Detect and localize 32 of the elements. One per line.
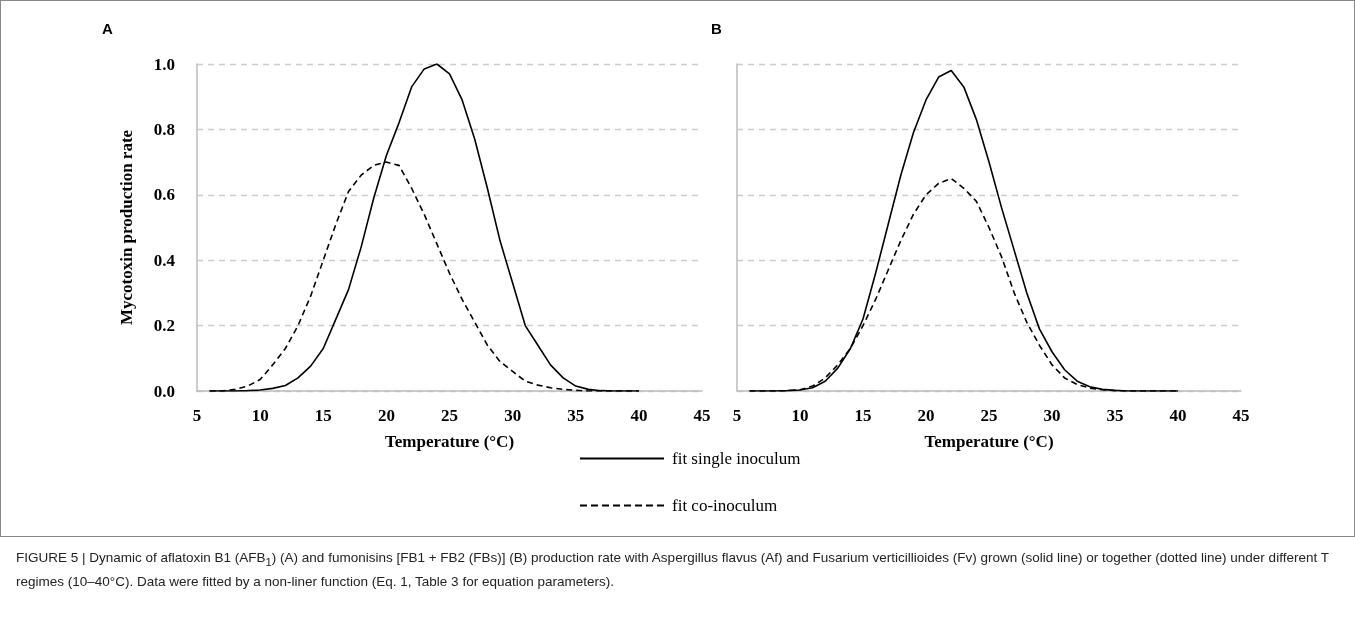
- x-tick-label: 10: [791, 406, 809, 425]
- x-tick-label: 45: [1232, 406, 1250, 425]
- x-tick-label: 35: [1106, 406, 1124, 425]
- chart-title: B: [711, 20, 722, 37]
- legend-label: fit co-inoculum: [672, 496, 778, 515]
- x-tick-label: 20: [377, 406, 395, 425]
- y-tick-label: 0.2: [153, 316, 175, 336]
- y-tick-label: 0.6: [153, 185, 175, 205]
- x-tick-label: 15: [314, 406, 332, 425]
- x-tick-label: 40: [1169, 406, 1187, 425]
- x-tick-label: 35: [567, 406, 585, 425]
- legend-label: fit single inoculum: [672, 449, 801, 468]
- chart-title: A: [102, 20, 113, 37]
- caption: FIGURE 5 | Dynamic of aflatoxin B1 (AFB$_{1}$) (A) and fumonisins [FB1 + FB2 (FBs)] (B) production rate with Aspergillus flavus (Af) and Fusarium verticillioides (Fv) grown (solid line) or together (dotted line) under different T regimes (10–40°C). Data were fitted by a non-liner function (Eq. 1, Table 3 for equation parameters).: [16, 549, 1330, 591]
- x-axis-title: Temperature (°C): [924, 432, 1054, 451]
- x-tick-label: 25: [980, 406, 998, 425]
- y-tick-label: 0.8: [153, 119, 175, 139]
- x-tick-label: 40: [630, 406, 648, 425]
- x-tick-label: 10: [251, 406, 269, 425]
- y-axis-title: Mycotoxin production rate: [117, 129, 136, 326]
- x-tick-label: 25: [441, 406, 458, 425]
- x-tick-label: 5: [192, 406, 202, 425]
- y-tick-label: 0.0: [153, 381, 175, 401]
- y-tick-label: 0.4: [153, 250, 176, 270]
- y-tick-label: 1.0: [153, 54, 175, 74]
- x-tick-label: 15: [854, 406, 872, 425]
- x-tick-label: 5: [732, 406, 742, 425]
- x-tick-label: 30: [504, 406, 522, 425]
- x-tick-label: 45: [693, 406, 711, 425]
- x-axis-title: Temperature (°C): [384, 432, 515, 451]
- x-tick-label: 20: [917, 406, 935, 425]
- x-tick-label: 30: [1043, 406, 1061, 425]
